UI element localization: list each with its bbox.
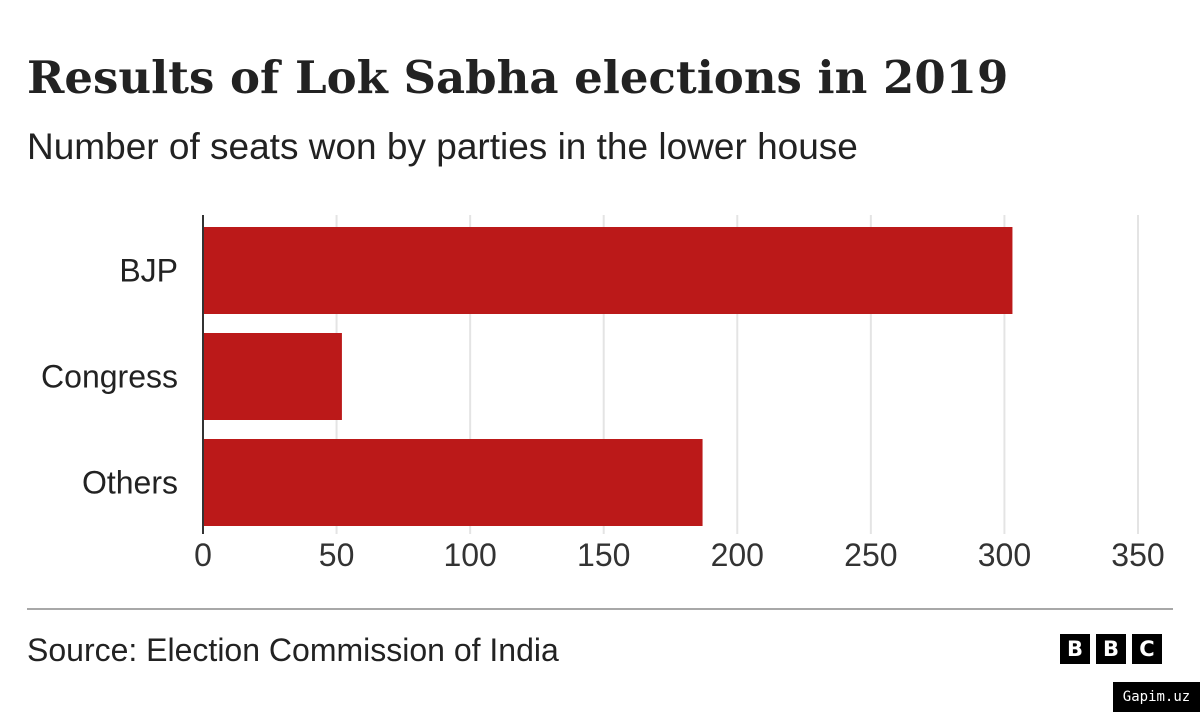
chart-title: Results of Lok Sabha elections in 2019 <box>27 51 1009 104</box>
category-label: Others <box>82 465 178 501</box>
x-tick-label: 0 <box>194 537 212 573</box>
x-tick-label: 300 <box>978 537 1031 573</box>
x-tick-label: 150 <box>577 537 630 573</box>
bars <box>203 227 1013 526</box>
bar-chart: BJP Congress Others 0 50 100 150 200 250 300 350 <box>41 215 1165 573</box>
bbc-logo: B B C <box>1060 634 1162 664</box>
x-tick-label: 100 <box>443 537 496 573</box>
source-text: Source: Election Commission of India <box>27 632 559 668</box>
x-tick-label: 250 <box>844 537 897 573</box>
bar-congress <box>203 333 342 420</box>
x-tick-label: 350 <box>1111 537 1164 573</box>
x-tick-label: 50 <box>319 537 355 573</box>
watermark: Gapim.uz <box>1113 682 1200 712</box>
logo-letter: B <box>1060 634 1090 664</box>
x-tick-label: 200 <box>711 537 764 573</box>
bar-bjp <box>203 227 1013 314</box>
category-label: BJP <box>119 253 178 289</box>
category-label: Congress <box>41 359 178 395</box>
footer-divider <box>27 608 1173 610</box>
logo-letter: C <box>1132 634 1162 664</box>
chart-subtitle: Number of seats won by parties in the lo… <box>27 126 858 167</box>
x-axis-ticks: 0 50 100 150 200 250 300 350 <box>194 537 1165 573</box>
category-labels: BJP Congress Others <box>41 253 178 501</box>
logo-letter: B <box>1096 634 1126 664</box>
bar-others <box>203 439 703 526</box>
